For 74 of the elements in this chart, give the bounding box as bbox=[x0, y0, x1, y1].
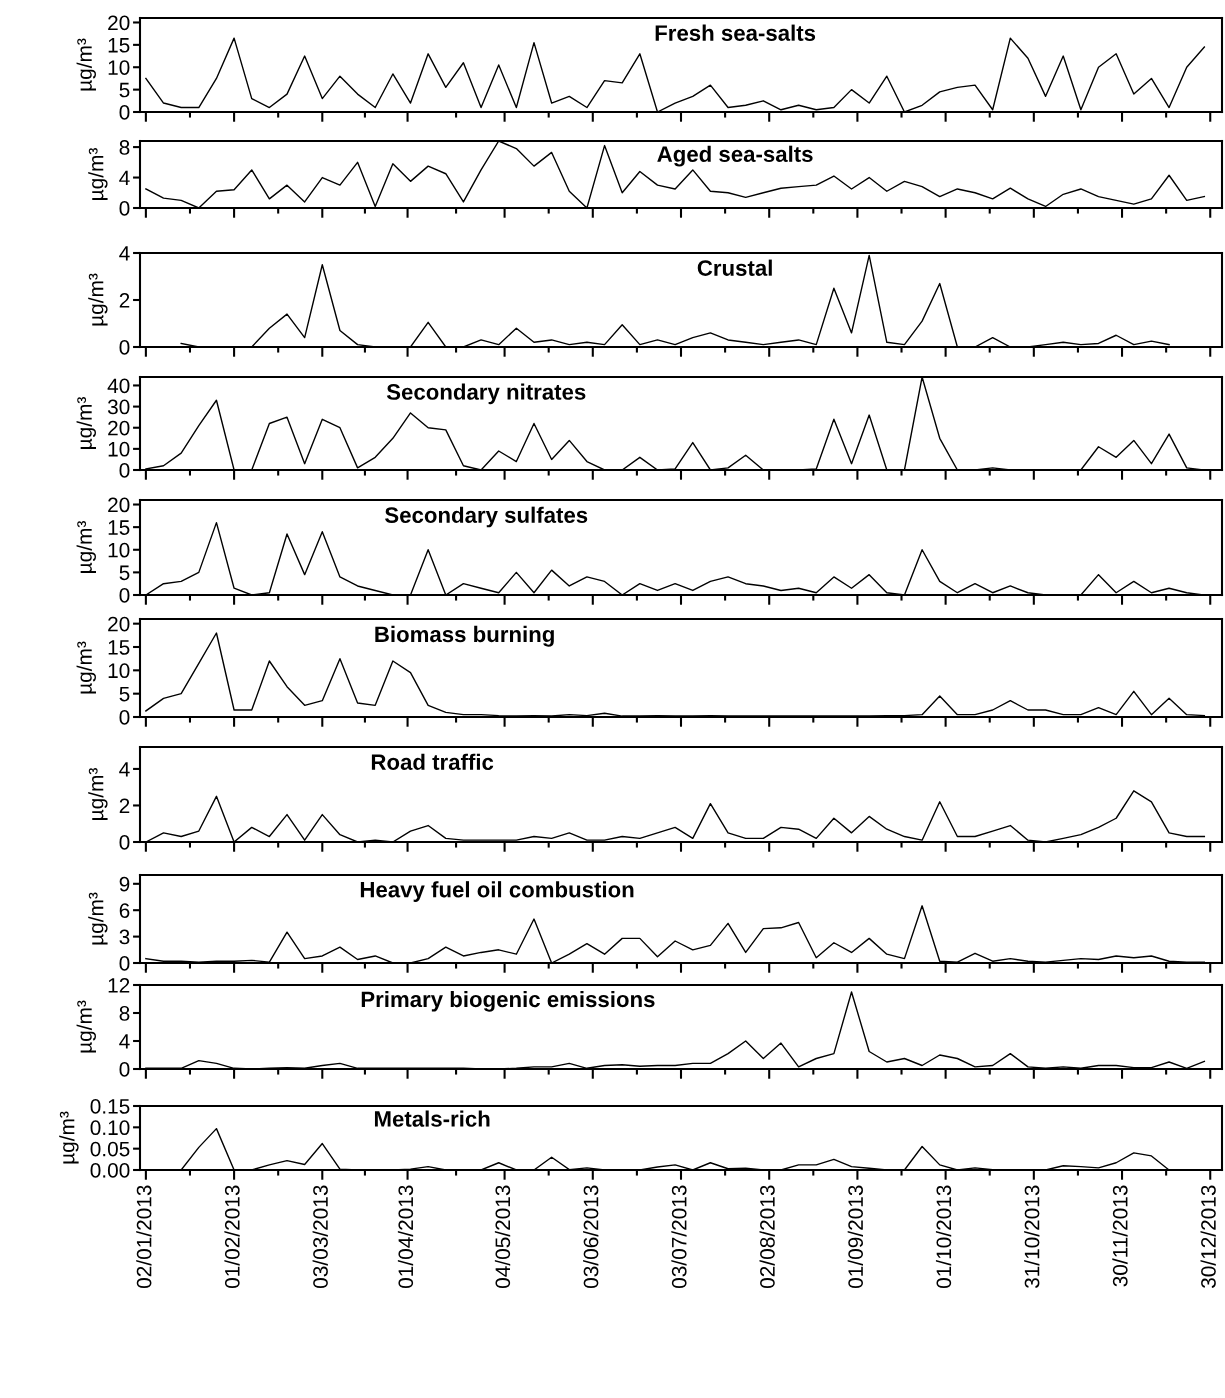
y-tick-label: 0 bbox=[119, 956, 130, 971]
x-tick-label: 31/10/2013 bbox=[1024, 1185, 1040, 1289]
y-tick-label: 10 bbox=[108, 441, 130, 457]
x-tick-label: 01/02/2013 bbox=[224, 1185, 240, 1289]
y-tick-label: 9 bbox=[119, 876, 130, 892]
x-tick-label: 03/06/2013 bbox=[583, 1185, 599, 1289]
y-axis-title: µg/m³ bbox=[76, 641, 96, 694]
y-tick-label: 15 bbox=[108, 640, 130, 655]
y-tick-label: 4 bbox=[119, 246, 130, 261]
y-axis-title: µg/m³ bbox=[76, 397, 96, 449]
x-tick-label: 02/01/2013 bbox=[136, 1185, 152, 1289]
y-tick-label: 0.10 bbox=[90, 1120, 130, 1136]
y-tick-label: 20 bbox=[108, 497, 130, 513]
y-tick-label: 10 bbox=[108, 542, 130, 558]
x-tick-label: 04/05/2013 bbox=[494, 1185, 511, 1289]
y-tick-label: 0.05 bbox=[90, 1141, 130, 1157]
x-tick-label: 30/11/2013 bbox=[1112, 1185, 1128, 1287]
y-tick-label: 20 bbox=[108, 616, 130, 632]
x-tick-label: 30/12/2013 bbox=[1200, 1185, 1216, 1289]
y-tick-label: 2 bbox=[119, 798, 130, 814]
chart-title: Biomass burning bbox=[375, 625, 554, 647]
x-tick-label: 01/10/2013 bbox=[935, 1185, 952, 1289]
y-axis-title: µg/m³ bbox=[88, 273, 108, 326]
chart-title: Fresh sea-salts bbox=[655, 24, 816, 41]
y-axis-title: µg/m³ bbox=[76, 521, 96, 573]
chart-title: Crustal bbox=[697, 259, 772, 276]
chart-title: Metals-rich bbox=[374, 1110, 490, 1127]
y-tick-label: 30 bbox=[107, 399, 130, 415]
y-tick-label: 0 bbox=[119, 201, 130, 216]
chart-title: Secondary nitrates bbox=[386, 383, 586, 405]
y-axis-title: µg/m³ bbox=[76, 38, 96, 91]
y-tick-label: 4 bbox=[119, 762, 130, 777]
y-tick-label: 0 bbox=[119, 710, 130, 725]
chart-title: Primary biogenic emissions bbox=[361, 990, 655, 1012]
x-tick-label: 02/08/2013 bbox=[759, 1185, 775, 1289]
y-axis-title: µg/m³ bbox=[88, 768, 108, 820]
y-tick-label: 0.15 bbox=[90, 1099, 130, 1114]
x-tick-label: 01/04/2013 bbox=[397, 1185, 414, 1289]
chart-title: Road traffic bbox=[371, 753, 494, 770]
y-tick-label: 15 bbox=[108, 520, 130, 535]
chart-title: Heavy fuel oil combustion bbox=[360, 881, 634, 902]
y-tick-label: 20 bbox=[108, 420, 130, 436]
y-tick-label: 0 bbox=[119, 588, 130, 603]
y-tick-label: 0 bbox=[119, 463, 130, 478]
y-axis-title: µg/m³ bbox=[59, 1111, 79, 1164]
y-tick-label: 0 bbox=[119, 105, 130, 120]
y-tick-label: 8 bbox=[119, 1006, 130, 1021]
y-axis-title: µg/m³ bbox=[76, 1000, 96, 1053]
y-tick-label: 5 bbox=[119, 686, 130, 702]
chart-title: Aged sea-salts bbox=[657, 145, 813, 167]
y-tick-label: 12 bbox=[108, 978, 130, 993]
y-tick-label: 0.00 bbox=[90, 1163, 130, 1178]
y-tick-label: 3 bbox=[119, 929, 130, 945]
y-tick-label: 15 bbox=[108, 38, 130, 53]
y-axis-title: µg/m³ bbox=[88, 148, 108, 200]
y-tick-label: 0 bbox=[119, 1062, 130, 1077]
y-tick-label: 6 bbox=[119, 903, 130, 918]
y-tick-label: 5 bbox=[119, 565, 130, 581]
x-tick-label: 03/03/2013 bbox=[312, 1185, 328, 1289]
y-tick-label: 20 bbox=[108, 15, 130, 31]
y-tick-label: 5 bbox=[119, 82, 130, 98]
y-tick-label: 8 bbox=[119, 140, 130, 155]
y-tick-label: 2 bbox=[119, 293, 130, 308]
y-tick-label: 0 bbox=[119, 835, 130, 850]
y-tick-label: 10 bbox=[108, 60, 130, 75]
y-tick-label: 40 bbox=[107, 378, 130, 394]
y-tick-label: 10 bbox=[108, 663, 130, 679]
y-tick-label: 4 bbox=[119, 1034, 130, 1049]
y-tick-label: 4 bbox=[119, 170, 130, 186]
x-tick-label: 03/07/2013 bbox=[671, 1185, 687, 1289]
x-tick-label: 01/09/2013 bbox=[847, 1185, 864, 1289]
y-tick-label: 0 bbox=[119, 340, 130, 355]
y-axis-title: µg/m³ bbox=[88, 892, 108, 945]
chart-title: Secondary sulfates bbox=[384, 506, 588, 528]
